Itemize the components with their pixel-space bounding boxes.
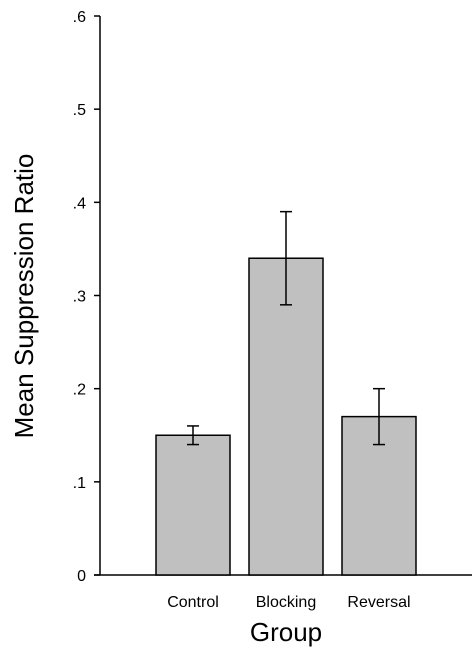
y-tick-label: .3 [73, 289, 86, 306]
bars [155, 257, 417, 576]
y-tick-label: .4 [73, 195, 86, 212]
x-axis-tick-labels: Control Blocking Reversal [167, 594, 410, 611]
x-axis-title: Group [250, 617, 322, 647]
x-tick-label-control: Control [167, 594, 219, 611]
y-tick-label: .6 [73, 9, 86, 26]
error-bar-blocking [280, 210, 292, 306]
y-tick-label: .5 [73, 102, 86, 119]
y-axis-title: Mean Suppression Ratio [9, 154, 39, 439]
error-bar-reversal [373, 387, 385, 446]
bar-blocking [248, 257, 324, 576]
error-bar-control [187, 425, 199, 446]
bar-control [155, 434, 231, 576]
y-axis-ticks: 0 .1 .2 .3 .4 .5 .6 [73, 9, 100, 585]
y-tick-label: .2 [73, 382, 86, 399]
x-tick-label-reversal: Reversal [347, 594, 410, 611]
y-tick-label: .1 [73, 475, 86, 492]
error-bars [187, 210, 385, 446]
y-tick-label: 0 [77, 568, 86, 585]
x-tick-label-blocking: Blocking [256, 594, 316, 611]
